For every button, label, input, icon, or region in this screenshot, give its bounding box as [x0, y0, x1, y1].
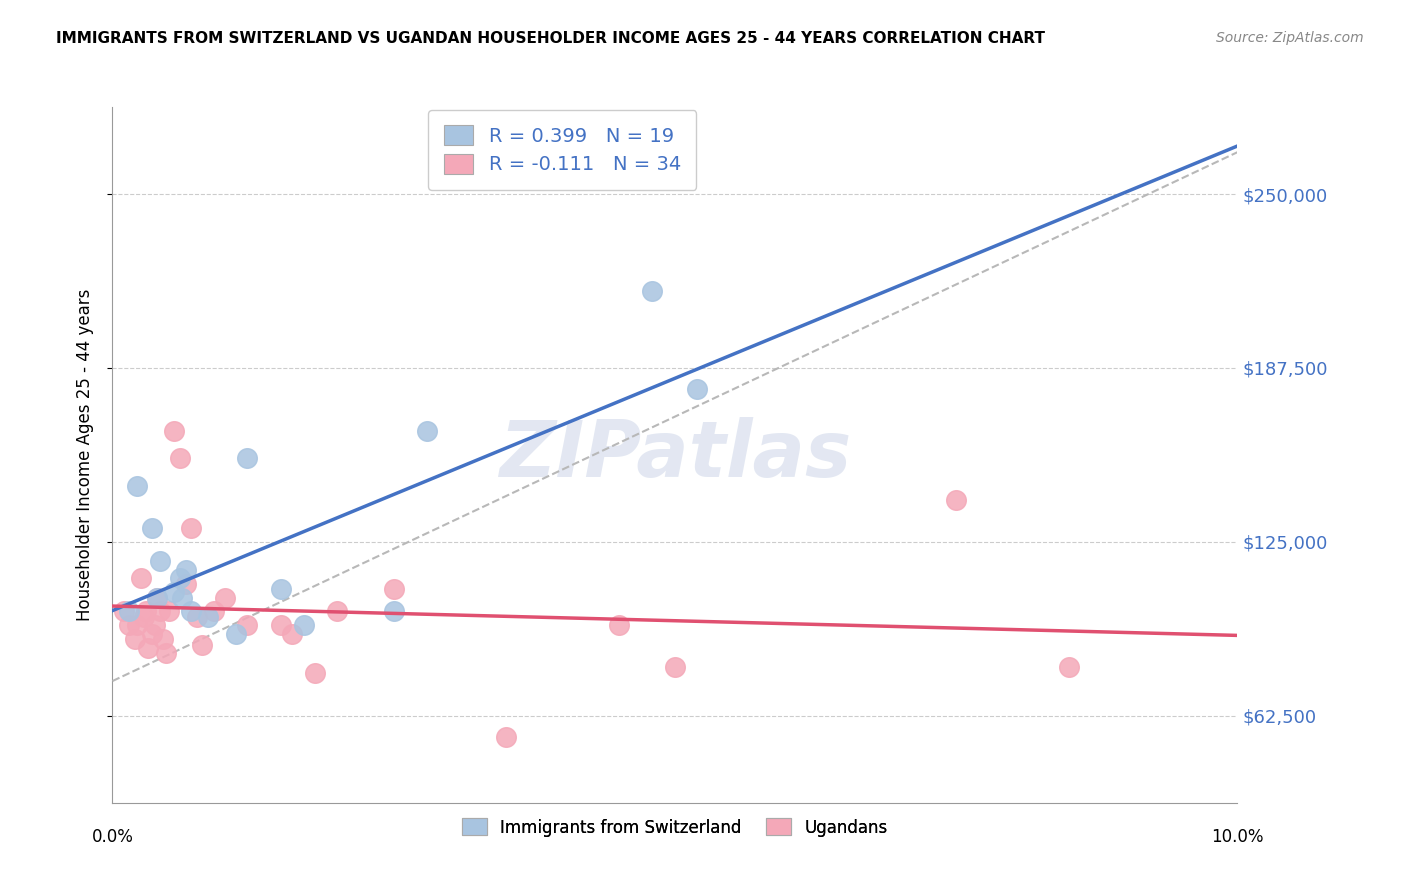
- Point: [118, 605, 141, 619]
- Y-axis label: Householder Income Ages 25 - 44 years: Householder Income Ages 25 - 44 years: [76, 289, 94, 621]
- Point: [129, 571, 152, 585]
- Text: ZIPatlas: ZIPatlas: [499, 417, 851, 493]
- Point: [180, 521, 202, 535]
- Point: [641, 285, 664, 299]
- Point: [382, 605, 405, 619]
- Point: [382, 582, 405, 597]
- Point: [186, 610, 208, 624]
- Point: [152, 632, 174, 647]
- Point: [197, 610, 219, 624]
- Point: [141, 521, 163, 535]
- Point: [174, 563, 197, 577]
- Point: [1057, 660, 1080, 674]
- Point: [149, 605, 172, 619]
- Point: [281, 626, 304, 640]
- Point: [124, 632, 146, 647]
- Point: [143, 618, 166, 632]
- Legend: Immigrants from Switzerland, Ugandans: Immigrants from Switzerland, Ugandans: [456, 812, 894, 843]
- Point: [270, 618, 292, 632]
- Point: [174, 576, 197, 591]
- Point: [270, 582, 292, 597]
- Point: [146, 591, 169, 605]
- Point: [292, 618, 315, 632]
- Point: [225, 626, 247, 640]
- Point: [416, 424, 439, 438]
- Point: [236, 451, 259, 466]
- Point: [191, 638, 214, 652]
- Point: [157, 605, 180, 619]
- Point: [163, 585, 186, 599]
- Point: [202, 605, 225, 619]
- Point: [127, 479, 149, 493]
- Point: [304, 665, 326, 680]
- Point: [172, 591, 194, 605]
- Point: [169, 451, 191, 466]
- Point: [214, 591, 236, 605]
- Point: [127, 618, 149, 632]
- Text: Source: ZipAtlas.com: Source: ZipAtlas.com: [1216, 31, 1364, 45]
- Point: [155, 646, 177, 660]
- Point: [135, 605, 157, 619]
- Point: [112, 605, 135, 619]
- Point: [180, 605, 202, 619]
- Point: [326, 605, 349, 619]
- Point: [149, 554, 172, 568]
- Point: [664, 660, 686, 674]
- Point: [169, 571, 191, 585]
- Point: [686, 382, 709, 396]
- Point: [146, 591, 169, 605]
- Point: [118, 618, 141, 632]
- Point: [132, 610, 155, 624]
- Point: [236, 618, 259, 632]
- Point: [138, 640, 160, 655]
- Point: [141, 626, 163, 640]
- Text: 10.0%: 10.0%: [1211, 828, 1264, 846]
- Point: [607, 618, 630, 632]
- Point: [163, 424, 186, 438]
- Point: [945, 493, 967, 508]
- Text: 0.0%: 0.0%: [91, 828, 134, 846]
- Text: IMMIGRANTS FROM SWITZERLAND VS UGANDAN HOUSEHOLDER INCOME AGES 25 - 44 YEARS COR: IMMIGRANTS FROM SWITZERLAND VS UGANDAN H…: [56, 31, 1045, 46]
- Point: [495, 730, 517, 744]
